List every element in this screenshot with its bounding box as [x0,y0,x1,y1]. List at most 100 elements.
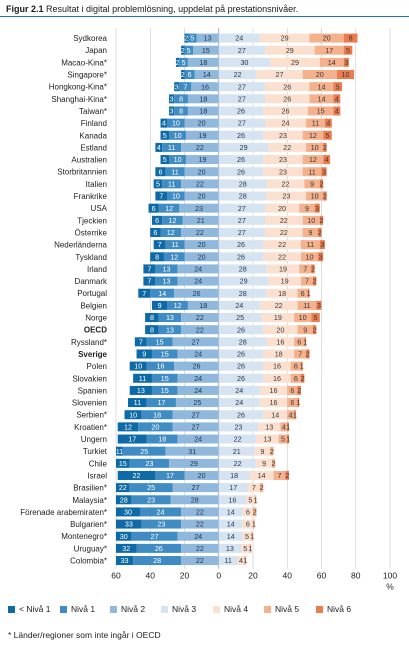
bar-segment [218,337,267,347]
data-label: 24 [194,386,202,395]
bar-segment [294,313,312,323]
category-label: Spanien [78,386,107,395]
data-label: 28 [239,265,247,274]
data-label: 26 [283,94,291,103]
bar-segment [218,556,238,566]
bar-row: Finland 4 10 20 27 24 11 4 [81,118,332,128]
data-label: 6 [159,167,163,176]
data-label: 22 [196,325,204,334]
data-label: 14 [328,58,336,67]
bar-segment [145,313,159,323]
bar-segment [170,495,219,505]
bar-segment [263,130,303,140]
bar-segment [297,325,313,335]
bar-segment [165,446,219,456]
bar-segment [259,300,298,310]
data-label: 19 [274,313,282,322]
data-label: 22 [196,556,204,565]
data-label: 4 [335,107,339,116]
data-label: 20 [198,471,206,480]
data-label: 1 [248,544,252,553]
data-label: 11 [308,167,315,176]
data-label: 26 [237,240,245,249]
data-label: 27 [238,228,246,237]
data-label: 21 [233,447,241,456]
category-label: Japan [85,46,107,55]
bar-row: Shanghai-Kina* 3 8 18 27 26 14 4 [51,94,341,104]
data-label: 14 [271,410,279,419]
data-label: 7 [158,240,162,249]
bar-segment [258,422,281,432]
bar-segment [266,288,298,298]
bar-row: Estland 4 11 22 29 22 10 2 [80,142,327,152]
bar-row: Serbien* 10 18 27 26 14 4 1 [76,410,297,420]
bar-segment [268,276,301,286]
bar-segment [218,227,265,237]
data-label: 16 [157,362,165,371]
bar-segment [263,240,301,250]
data-label: 27 [276,70,284,79]
data-label: 17 [325,46,333,55]
bar-segment [300,276,313,286]
data-label: 9 [303,325,307,334]
data-label: 20 [276,325,284,334]
data-label: 2 [320,179,324,188]
bar-segment [182,215,219,225]
bar-segment [179,203,219,213]
bar-segment [259,398,288,408]
bar-segment [256,434,279,444]
bar-segment [218,203,265,213]
bar-segment [218,361,264,371]
bar-segment [129,385,152,395]
data-label: 10 [307,216,315,225]
bar-segment [218,458,257,468]
bar-segment [242,531,252,541]
bar-segment [129,361,147,371]
data-label: 16 [270,386,278,395]
bar-segment [259,385,288,395]
data-label: 23 [145,459,153,468]
bar-segment [244,556,247,566]
data-label: 4 [326,119,330,128]
legend-swatch [316,606,323,613]
bar-row: Irland 7 13 24 28 19 7 2 [87,264,315,274]
bar-segment [302,215,320,225]
data-label: 28 [239,192,247,201]
bar-segment [294,410,296,420]
bar-segment [273,470,286,480]
data-label: 18 [230,471,238,480]
data-label: 13 [163,277,171,286]
data-label: 15 [161,386,169,395]
data-label: 15 [161,374,169,383]
category-label: Finland [81,119,107,128]
bar-row: USA 6 12 23 27 20 9 3 [91,203,320,213]
bar-segment [263,325,298,335]
category-label: Shanghai-Kina* [51,95,107,104]
bar-segment [218,33,260,43]
bar-segment [134,337,147,347]
bar-segment [218,300,260,310]
bar-row: Norge 8 13 22 25 19 10 5 [85,313,320,323]
data-label: 24 [194,277,202,286]
data-label: 10 [299,313,307,322]
x-unit-label: % [386,582,394,592]
bar-segment [256,70,303,80]
legend-swatch [110,606,117,613]
data-label: 5 [182,58,186,67]
bar-segment [306,349,310,359]
data-label: 3 [320,240,324,249]
bar-segment [333,106,341,116]
bar-segment [116,458,130,468]
bar-segment [314,203,320,213]
data-label: 12 [309,131,317,140]
bar-segment [117,470,156,480]
bar-segment [181,543,219,553]
data-label: 17 [166,471,174,480]
data-label: 11 [171,167,178,176]
bar-segment [251,531,253,541]
category-label: Tjeckien [77,216,107,225]
bar-segment [160,118,168,128]
bar-segment [181,179,219,189]
data-label: 31 [188,447,196,456]
data-label: 24 [194,265,202,274]
